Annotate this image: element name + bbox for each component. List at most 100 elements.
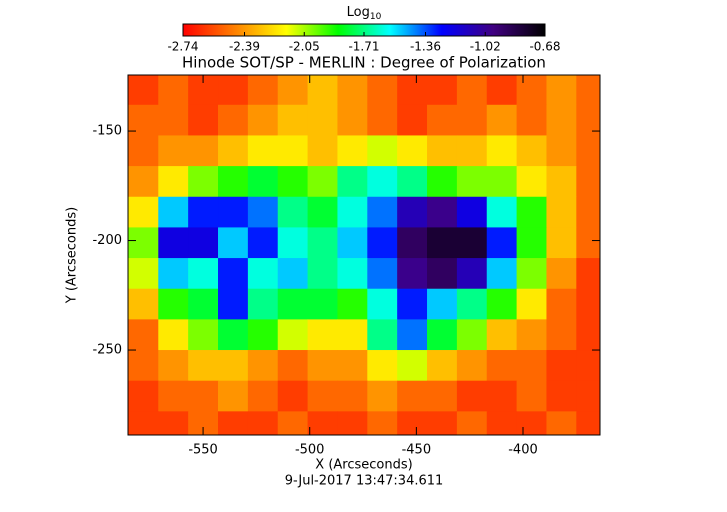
heatmap-cell [516, 319, 547, 351]
heatmap-cell [247, 258, 279, 290]
heatmap-cell [188, 166, 219, 198]
heatmap-cell [367, 288, 398, 320]
heatmap-cell [337, 75, 368, 106]
heatmap-cell [277, 227, 309, 259]
heatmap-cell [546, 104, 577, 136]
heatmap-cell [367, 75, 398, 106]
heatmap-cell [397, 227, 428, 259]
heatmap-cell [456, 288, 488, 320]
heatmap-cell [277, 411, 309, 436]
heatmap-cell [218, 411, 249, 436]
heatmap-cell [427, 411, 458, 436]
heatmap-cell [486, 135, 518, 167]
heatmap-cell [337, 288, 368, 320]
heatmap-cell [576, 135, 601, 167]
heatmap-cell [277, 104, 309, 136]
heatmap-cell [367, 104, 398, 136]
heatmap-cell [337, 227, 368, 259]
heatmap-cell [397, 411, 428, 436]
heatmap-cell [486, 166, 518, 198]
heatmap-cell [188, 288, 219, 320]
heatmap-cell [456, 319, 488, 351]
heatmap-cell [576, 166, 601, 198]
heatmap-cell [456, 411, 488, 436]
heatmap-cell [158, 135, 189, 167]
heatmap-cell [188, 380, 219, 412]
heatmap-cell [337, 196, 368, 228]
heatmap-cell [397, 380, 428, 412]
heatmap-cell [307, 104, 338, 136]
heatmap-cell [367, 380, 398, 412]
heatmap-cell [247, 350, 279, 382]
heatmap-cell [158, 411, 189, 436]
heatmap-cell [456, 350, 488, 382]
heatmap-cell [516, 104, 547, 136]
heatmap-cell [546, 288, 577, 320]
heatmap-cell [307, 380, 338, 412]
x-tick-label: -450 [402, 443, 432, 458]
heatmap-cell [367, 350, 398, 382]
heatmap-cell [277, 258, 309, 290]
heatmap-cell [218, 380, 249, 412]
heatmap-cell [307, 196, 338, 228]
heatmap-cell [427, 135, 458, 167]
colorbar-tick-label: -2.74 [167, 40, 198, 54]
heatmap-cell [486, 104, 518, 136]
heatmap-cell [456, 75, 488, 106]
heatmap-cell [576, 350, 601, 382]
heatmap-cell [486, 196, 518, 228]
heatmap-cell [516, 75, 547, 106]
heatmap-cell [456, 380, 488, 412]
heatmap-cell [188, 196, 219, 228]
heatmap-cell [158, 227, 189, 259]
heatmap-cell [516, 227, 547, 259]
x-tick-label: -550 [188, 443, 218, 458]
heatmap-cell [158, 104, 189, 136]
heatmap-cell [218, 166, 249, 198]
heatmap-cell [337, 411, 368, 436]
colorbar-tick-label: -2.39 [229, 40, 260, 54]
heatmap-cell [546, 166, 577, 198]
heatmap-cell [277, 166, 309, 198]
heatmap-cell [277, 288, 309, 320]
heatmap-cell [546, 350, 577, 382]
heatmap-cell [516, 288, 547, 320]
heatmap-cell [516, 166, 547, 198]
heatmap-cell [516, 411, 547, 436]
heatmap-cell [427, 288, 458, 320]
heatmap-cell [307, 75, 338, 106]
colorbar-label-sub: 10 [370, 12, 382, 22]
heatmap-cell [218, 135, 249, 167]
heatmap-cell [576, 411, 601, 436]
heatmap-cell [427, 319, 458, 351]
heatmap-cell [397, 75, 428, 106]
heatmap-cell [546, 411, 577, 436]
heatmap-cell [427, 196, 458, 228]
heatmap-cell [397, 258, 428, 290]
heatmap-cell [367, 135, 398, 167]
heatmap-cell [307, 135, 338, 167]
heatmap-cell [277, 350, 309, 382]
heatmap-cell [307, 288, 338, 320]
heatmap-cell [397, 135, 428, 167]
heatmap-cell [486, 75, 518, 106]
heatmap-cell [337, 104, 368, 136]
heatmap-cell [277, 319, 309, 351]
heatmap-cell [128, 319, 159, 351]
heatmap-cell [158, 288, 189, 320]
heatmap-cell [456, 135, 488, 167]
colorbar-tick-label: -0.68 [529, 40, 560, 54]
heatmap-cell [128, 196, 159, 228]
heatmap-cell [247, 75, 279, 106]
heatmap-cell [427, 350, 458, 382]
heatmap-cell [158, 166, 189, 198]
heatmap-cell [427, 258, 458, 290]
heatmap-cell [188, 104, 219, 136]
heatmap-cell [218, 258, 249, 290]
heatmap-cell [337, 258, 368, 290]
heatmap-cell [516, 196, 547, 228]
heatmap-cell [307, 227, 338, 259]
heatmap-cell [576, 75, 601, 106]
heatmap-cell [427, 227, 458, 259]
